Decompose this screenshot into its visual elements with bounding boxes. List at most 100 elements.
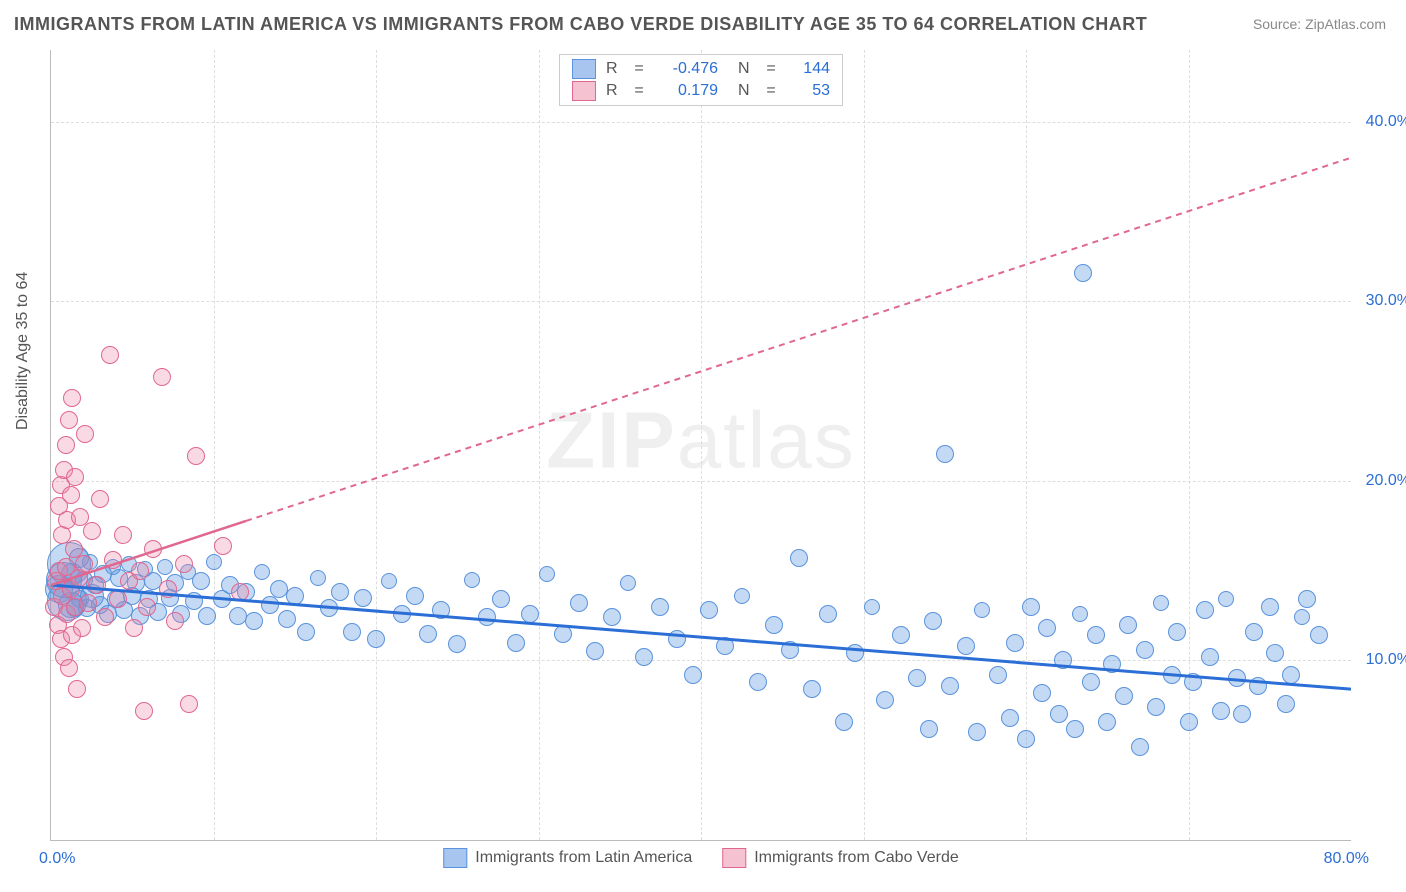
data-point-cabo — [83, 522, 101, 540]
data-point-latin — [989, 666, 1007, 684]
data-point-latin — [846, 644, 864, 662]
data-point-latin — [1168, 623, 1186, 641]
data-point-latin — [1038, 619, 1056, 637]
data-point-latin — [419, 625, 437, 643]
data-point-latin — [367, 630, 385, 648]
y-tick-label: 10.0% — [1361, 651, 1406, 669]
data-point-latin — [819, 605, 837, 623]
data-point-cabo — [109, 590, 127, 608]
data-point-latin — [393, 605, 411, 623]
data-point-latin — [941, 677, 959, 695]
source-link[interactable]: ZipAtlas.com — [1305, 16, 1386, 32]
legend-row-latin: R=-0.476N=144 — [572, 59, 830, 79]
series-name-cabo: Immigrants from Cabo Verde — [754, 849, 959, 867]
legend-swatch-latin — [572, 59, 596, 79]
chart-title: IMMIGRANTS FROM LATIN AMERICA VS IMMIGRA… — [14, 14, 1147, 35]
data-point-latin — [1180, 713, 1198, 731]
data-point-latin — [835, 713, 853, 731]
data-point-latin — [1001, 709, 1019, 727]
data-point-latin — [734, 588, 750, 604]
data-point-latin — [924, 612, 942, 630]
data-point-latin — [1082, 673, 1100, 691]
grid-line-v — [701, 50, 702, 840]
legend-text-cabo: R=0.179N=53 — [606, 82, 830, 100]
trend-line-cabo-dashed — [246, 158, 1351, 521]
data-point-latin — [507, 634, 525, 652]
data-point-latin — [968, 723, 986, 741]
data-point-cabo — [88, 576, 106, 594]
data-point-cabo — [166, 612, 184, 630]
data-point-cabo — [231, 583, 249, 601]
data-point-latin — [521, 605, 539, 623]
data-point-cabo — [60, 411, 78, 429]
data-point-latin — [406, 587, 424, 605]
data-point-latin — [1261, 598, 1279, 616]
data-point-latin — [1196, 601, 1214, 619]
series-legend: Immigrants from Latin AmericaImmigrants … — [443, 848, 958, 868]
y-tick-label: 20.0% — [1361, 472, 1406, 490]
data-point-latin — [245, 612, 263, 630]
data-point-latin — [1249, 677, 1267, 695]
grid-line-v — [1026, 50, 1027, 840]
data-point-cabo — [62, 486, 80, 504]
data-point-latin — [297, 623, 315, 641]
data-point-cabo — [138, 598, 156, 616]
data-point-cabo — [104, 551, 122, 569]
plot-area: ZIPatlas R=-0.476N=144R=0.179N=53 0.0% 8… — [50, 50, 1351, 841]
data-point-latin — [206, 554, 222, 570]
data-point-latin — [635, 648, 653, 666]
data-point-latin — [1098, 713, 1116, 731]
data-point-cabo — [63, 389, 81, 407]
data-point-latin — [310, 570, 326, 586]
data-point-latin — [1072, 606, 1088, 622]
data-point-latin — [1212, 702, 1230, 720]
data-point-latin — [1119, 616, 1137, 634]
data-point-latin — [1201, 648, 1219, 666]
data-point-latin — [668, 630, 686, 648]
data-point-cabo — [187, 447, 205, 465]
data-point-latin — [586, 642, 604, 660]
data-point-latin — [1050, 705, 1068, 723]
data-point-latin — [1033, 684, 1051, 702]
data-point-latin — [1022, 598, 1040, 616]
data-point-latin — [1147, 698, 1165, 716]
data-point-latin — [554, 625, 572, 643]
correlation-legend: R=-0.476N=144 R=0.179N=53 — [559, 54, 843, 106]
data-point-latin — [1103, 655, 1121, 673]
data-point-latin — [1282, 666, 1300, 684]
data-point-cabo — [96, 608, 114, 626]
data-point-latin — [651, 598, 669, 616]
y-axis-label: Disability Age 35 to 64 — [14, 272, 32, 430]
data-point-cabo — [180, 695, 198, 713]
data-point-latin — [936, 445, 954, 463]
data-point-latin — [1245, 623, 1263, 641]
data-point-latin — [343, 623, 361, 641]
data-point-latin — [198, 607, 216, 625]
data-point-latin — [432, 601, 450, 619]
data-point-latin — [1115, 687, 1133, 705]
data-point-latin — [908, 669, 926, 687]
data-point-latin — [185, 592, 203, 610]
grid-line-v — [539, 50, 540, 840]
watermark-b: atlas — [677, 395, 856, 484]
series-swatch-cabo — [722, 848, 746, 868]
data-point-latin — [286, 587, 304, 605]
y-tick-label: 40.0% — [1361, 113, 1406, 131]
data-point-cabo — [214, 537, 232, 555]
data-point-cabo — [57, 436, 75, 454]
x-tick-max: 80.0% — [1324, 850, 1369, 868]
data-point-cabo — [73, 619, 91, 637]
data-point-latin — [539, 566, 555, 582]
legend-row-cabo: R=0.179N=53 — [572, 81, 830, 101]
data-point-latin — [803, 680, 821, 698]
legend-swatch-cabo — [572, 81, 596, 101]
data-point-cabo — [68, 680, 86, 698]
data-point-latin — [864, 599, 880, 615]
data-point-latin — [1310, 626, 1328, 644]
data-point-latin — [157, 559, 173, 575]
data-point-latin — [974, 602, 990, 618]
grid-line-v — [376, 50, 377, 840]
data-point-latin — [254, 564, 270, 580]
data-point-latin — [1228, 669, 1246, 687]
data-point-latin — [320, 599, 338, 617]
